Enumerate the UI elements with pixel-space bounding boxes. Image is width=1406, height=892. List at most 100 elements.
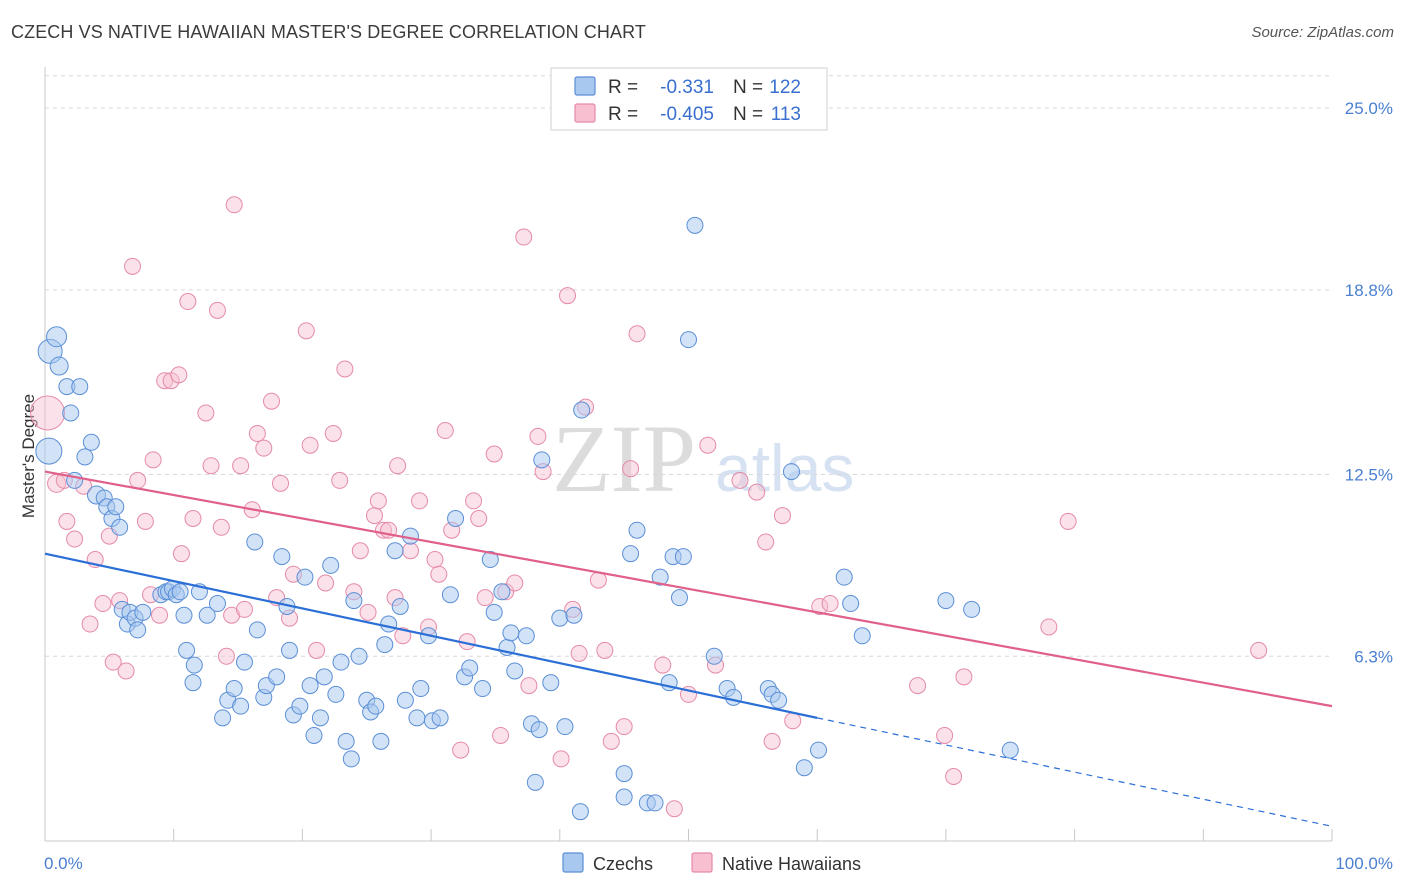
legend-box: R = -0.331 N = 122 R = -0.405 N = 113: [550, 67, 828, 131]
czech-point: [651, 568, 669, 586]
czech-point: [441, 586, 459, 604]
y-tick-label: 18.8%: [1345, 281, 1393, 300]
czech-point: [301, 677, 319, 695]
czech-point: [628, 521, 646, 539]
czech-point: [447, 510, 465, 527]
czech-point: [71, 378, 89, 396]
czech-point: [431, 709, 449, 727]
legend-n-value: 122: [769, 77, 801, 98]
hawaiian-point: [336, 360, 354, 378]
hawaiian-point: [622, 460, 640, 478]
legend-swatch-czech: [574, 76, 596, 96]
gridlines: [45, 75, 1332, 657]
hawaiian-point: [470, 510, 488, 527]
legend-r-value: -0.331: [660, 77, 714, 98]
hawaiian-point: [628, 325, 646, 343]
hawaiian-point: [757, 533, 775, 551]
source-label: Source: ZipAtlas.com: [1251, 24, 1394, 41]
legend-n-label: N =: [733, 77, 763, 98]
czech-point: [615, 788, 633, 806]
hawaiian-point: [955, 668, 973, 686]
czech-point: [809, 741, 827, 759]
y-axis-title: Master's Degree: [19, 394, 38, 518]
legend-r-value: -0.405: [660, 104, 714, 125]
czech-point: [835, 568, 853, 586]
legend-n-label: N =: [733, 104, 763, 125]
hawaiian-point: [208, 301, 226, 319]
czech-point: [235, 653, 253, 671]
hawaiian-point: [212, 518, 230, 536]
hawaiian-point: [1059, 512, 1077, 530]
czech-point: [571, 803, 589, 821]
hawaiian-point: [426, 551, 444, 569]
hawaiian-point: [117, 662, 135, 680]
hawaiian-point: [104, 653, 122, 671]
hawaiian-point: [1040, 618, 1058, 636]
hawaiian-point: [202, 457, 220, 475]
hawaiian-point: [811, 597, 829, 615]
hawaiian-point: [129, 471, 147, 489]
hawaiian-point: [331, 471, 349, 489]
czech-point: [686, 216, 704, 234]
czech-point: [198, 606, 216, 624]
hawaiian-point: [615, 718, 633, 736]
hawaiian-point: [217, 647, 235, 665]
czech-point: [281, 641, 299, 659]
hawaiian-point: [520, 677, 538, 695]
czech-point: [573, 401, 591, 419]
hawaiian-point: [359, 603, 377, 621]
czech-point: [232, 697, 250, 715]
czech-point: [530, 721, 548, 739]
czech-point: [542, 674, 560, 692]
y-tick-label: 6.3%: [1354, 647, 1393, 666]
hawaiian-point: [156, 372, 174, 390]
hawaiian-point: [596, 641, 614, 659]
hawaiian-point: [369, 492, 387, 510]
x-tick-label-min: 0.0%: [44, 854, 83, 873]
czech-point: [782, 463, 800, 481]
czech-point: [705, 647, 723, 665]
czech-point: [386, 542, 404, 560]
czech-point: [184, 674, 202, 692]
czech-point: [408, 709, 426, 727]
czech-point: [268, 668, 286, 686]
bottom-legend-swatch-hawaiian: [691, 852, 713, 873]
hawaiian-point: [365, 507, 383, 525]
hawaiian-point: [665, 800, 683, 818]
hawaiian-point: [351, 542, 369, 560]
czech-point: [622, 545, 640, 563]
hawaiian-point: [151, 606, 169, 624]
bottom-legend-swatch-czech: [562, 852, 584, 873]
czech-point: [171, 583, 189, 601]
hawaiian-point: [731, 471, 749, 489]
hawaiian-point: [529, 427, 547, 445]
hawaiian-point: [506, 574, 524, 592]
hawaiian-point: [784, 712, 802, 730]
czech-point: [342, 750, 360, 768]
czech-point: [670, 589, 688, 607]
czech-point: [322, 556, 340, 574]
czech-point: [380, 615, 398, 633]
hawaiian-point: [232, 457, 250, 475]
czech-point: [533, 451, 551, 469]
czech-point: [770, 691, 788, 709]
hawaiian-point: [301, 436, 319, 454]
czech-point: [248, 621, 266, 639]
czech-point: [474, 680, 492, 698]
czech-point: [391, 597, 409, 615]
legend-frame: [550, 67, 828, 131]
czech-point: [481, 551, 499, 569]
czech-point: [46, 326, 68, 348]
legend-r-label: R =: [608, 104, 638, 125]
czech-point: [35, 437, 63, 465]
czech-point: [178, 641, 196, 659]
x-tick-label-max: 100.0%: [1335, 854, 1393, 873]
czech-point: [208, 595, 226, 613]
hawaiian-point: [436, 422, 454, 440]
czech-point: [493, 583, 511, 601]
czech-point: [129, 621, 147, 639]
hawaiian-point: [179, 293, 197, 311]
czech-point: [937, 592, 955, 610]
czech-point: [296, 568, 314, 586]
